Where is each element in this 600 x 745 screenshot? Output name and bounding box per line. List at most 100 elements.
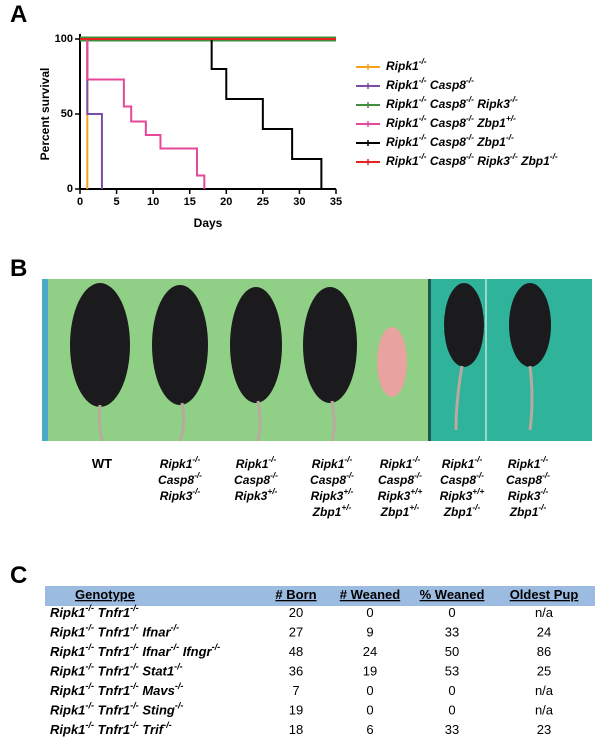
x-tick-label: 15 [184, 196, 196, 208]
x-tick-label: 10 [147, 196, 159, 208]
legend-label: Ripk1-/- Casp8-/- Zbp1+/- [386, 113, 516, 130]
genotype-label: Casp8-/- [158, 470, 202, 487]
table-header-background [45, 586, 595, 606]
table-cell: 53 [445, 664, 459, 679]
genotype-label: Casp8-/- [310, 470, 354, 487]
genotype-label: Ripk1-/- [312, 454, 353, 471]
tail [528, 365, 534, 431]
table-cell: 33 [445, 722, 459, 737]
table-genotype: Ripk1-/- Tnfr1-/- [50, 603, 139, 620]
table-cell: 6 [366, 722, 373, 737]
table-cell: n/a [535, 605, 554, 620]
table-cell: 24 [363, 644, 377, 659]
legend-label: Ripk1-/- Casp8-/- Ripk3-/- [386, 94, 518, 111]
genotype-label: Casp8-/- [506, 470, 550, 487]
genotype-label: Casp8-/- [378, 470, 422, 487]
genotype-label: Ripk3-/- [508, 486, 549, 503]
genotype-label: Casp8-/- [234, 470, 278, 487]
table-cell: 0 [448, 605, 455, 620]
survival-curve [80, 38, 206, 189]
table-cell: 9 [366, 625, 373, 640]
divider [428, 279, 431, 441]
table-cell: 0 [448, 683, 455, 698]
table-genotype: Ripk1-/- Tnfr1-/- Mavs-/- [50, 681, 183, 698]
genotype-label: Ripk3-/- [160, 486, 201, 503]
genotype-label: Zbp1+/- [312, 502, 352, 519]
table-header: # Born [275, 587, 316, 602]
genotype-label: Ripk3+/+ [440, 486, 485, 503]
survival-curve [80, 38, 89, 189]
survival-curve [80, 38, 323, 189]
panel-label: A [10, 1, 27, 28]
panel-label: C [10, 562, 27, 589]
table-cell: 24 [537, 625, 551, 640]
genotype-label: Ripk1-/- [508, 454, 549, 471]
table-cell: 19 [289, 703, 303, 718]
y-tick-label: 0 [67, 183, 73, 195]
table-cell: 20 [289, 605, 303, 620]
genotype-label: Zbp1-/- [443, 502, 481, 519]
table-cell: 23 [537, 722, 551, 737]
y-tick-label: 100 [55, 33, 73, 45]
tail [178, 402, 186, 442]
table-header: # Weaned [340, 587, 401, 602]
table-cell: 0 [448, 703, 455, 718]
panel-label: B [10, 255, 27, 282]
table-cell: 0 [366, 683, 373, 698]
table-genotype: Ripk1-/- Tnfr1-/- Stat1-/- [50, 662, 183, 679]
legend-label: Ripk1-/- Casp8-/- [386, 75, 474, 92]
table-cell: 19 [363, 664, 377, 679]
mouse [152, 285, 208, 405]
table-genotype: Ripk1-/- Tnfr1-/- Trif-/- [50, 720, 172, 737]
x-tick-label: 5 [114, 196, 120, 208]
table-cell: 50 [445, 644, 459, 659]
legend-label: Ripk1-/- [386, 56, 427, 73]
x-tick-label: 35 [330, 196, 342, 208]
survival-curve [80, 38, 103, 189]
table-header: % Weaned [420, 587, 485, 602]
divider [485, 279, 487, 441]
y-tick-label: 50 [61, 108, 73, 120]
genotype-label: Ripk3+/- [311, 486, 354, 503]
table-genotype: Ripk1-/- Tnfr1-/- Ifnar-/- Ifngr-/- [50, 642, 220, 659]
tail [97, 404, 104, 442]
mouse [70, 283, 130, 407]
x-tick-label: 20 [220, 196, 232, 208]
y-axis-label: Percent survival [38, 68, 52, 161]
genotype-label: Ripk3+/+ [378, 486, 423, 503]
photo [42, 279, 592, 442]
legend-label: Ripk1-/- Casp8-/- Ripk3-/- Zbp1-/- [386, 151, 558, 168]
mouse [303, 287, 357, 403]
table-cell: 7 [292, 683, 299, 698]
genotype-label: Ripk1-/- [236, 454, 277, 471]
table-cell: 18 [289, 722, 303, 737]
table-cell: 27 [289, 625, 303, 640]
table-cell: 0 [366, 605, 373, 620]
table-genotype: Ripk1-/- Tnfr1-/- Ifnar-/- [50, 623, 179, 640]
table-cell: 36 [289, 664, 303, 679]
mouse [509, 283, 551, 367]
genotype-label: Ripk1-/- [380, 454, 421, 471]
x-axis-label: Days [194, 216, 223, 230]
genotype-label: Ripk1-/- [160, 454, 201, 471]
genotype-label: Casp8-/- [440, 470, 484, 487]
genotype-label: Zbp1-/- [509, 502, 547, 519]
table-cell: 33 [445, 625, 459, 640]
table-cell: 86 [537, 644, 551, 659]
table-header: Oldest Pup [510, 587, 579, 602]
table-cell: n/a [535, 683, 554, 698]
genotype-label: WT [92, 456, 112, 471]
tail [454, 365, 464, 431]
genotype-label: Ripk1-/- [442, 454, 483, 471]
x-tick-label: 0 [77, 196, 83, 208]
table-cell: 25 [537, 664, 551, 679]
ruler [42, 279, 48, 441]
legend-label: Ripk1-/- Casp8-/- Zbp1-/- [386, 132, 514, 149]
table-header: Genotype [75, 587, 135, 602]
table-cell: 0 [366, 703, 373, 718]
table-genotype: Ripk1-/- Tnfr1-/- Sting-/- [50, 701, 183, 718]
genotype-label: Ripk3+/- [235, 486, 278, 503]
mouse [230, 287, 282, 403]
genotype-label: Zbp1+/- [380, 502, 420, 519]
